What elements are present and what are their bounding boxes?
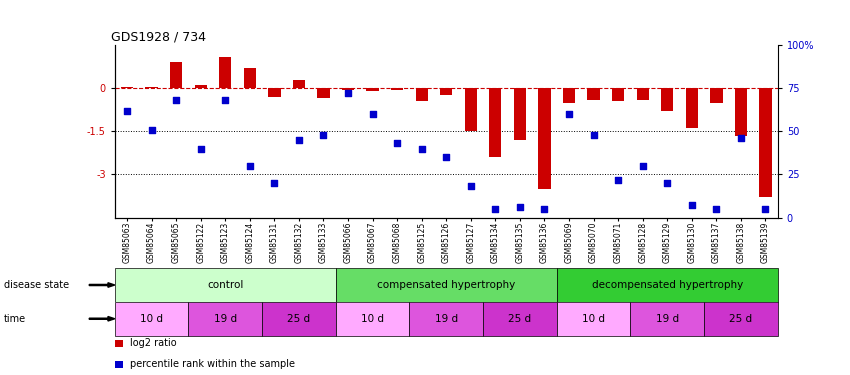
Point: [439, 154, 453, 160]
Point: [317, 132, 331, 138]
Bar: [538, 88, 551, 189]
Point: [194, 146, 207, 152]
Bar: [759, 88, 772, 197]
Text: 19 d: 19 d: [213, 314, 237, 324]
Bar: [686, 88, 698, 128]
Bar: [262, 302, 336, 336]
Bar: [513, 88, 526, 140]
Bar: [391, 88, 403, 90]
Text: 19 d: 19 d: [434, 314, 458, 324]
Bar: [704, 302, 778, 336]
Text: log2 ratio: log2 ratio: [130, 339, 177, 348]
Text: percentile rank within the sample: percentile rank within the sample: [130, 359, 295, 369]
Point: [341, 90, 354, 96]
Point: [144, 126, 158, 132]
Bar: [317, 88, 330, 98]
Point: [243, 163, 257, 169]
Bar: [244, 68, 256, 88]
Point: [538, 206, 552, 212]
Text: 25 d: 25 d: [287, 314, 310, 324]
Bar: [336, 302, 410, 336]
Point: [710, 206, 723, 212]
Point: [268, 180, 281, 186]
Bar: [115, 268, 336, 302]
Bar: [440, 88, 452, 95]
Point: [759, 206, 773, 212]
Point: [685, 202, 699, 208]
Point: [390, 140, 404, 146]
Bar: [189, 302, 262, 336]
Bar: [637, 88, 649, 100]
Bar: [115, 302, 189, 336]
Point: [120, 108, 133, 114]
Bar: [342, 88, 354, 90]
Bar: [711, 88, 722, 102]
Point: [292, 137, 306, 143]
Point: [366, 111, 379, 117]
Bar: [170, 62, 182, 88]
Bar: [661, 88, 673, 111]
Bar: [490, 88, 502, 157]
Text: compensated hypertrophy: compensated hypertrophy: [377, 280, 515, 290]
Bar: [410, 302, 483, 336]
Bar: [734, 88, 747, 136]
Point: [415, 146, 428, 152]
Bar: [631, 302, 704, 336]
Point: [169, 97, 183, 103]
Bar: [465, 88, 477, 131]
Bar: [121, 87, 133, 88]
Bar: [557, 268, 778, 302]
Text: 10 d: 10 d: [361, 314, 384, 324]
Bar: [563, 88, 575, 102]
Point: [464, 183, 478, 189]
Bar: [612, 88, 624, 101]
Bar: [416, 88, 428, 101]
Point: [734, 135, 748, 141]
Text: 25 d: 25 d: [729, 314, 752, 324]
Text: time: time: [4, 314, 26, 324]
Point: [513, 204, 527, 210]
Text: 10 d: 10 d: [140, 314, 163, 324]
Point: [660, 180, 674, 186]
Text: 25 d: 25 d: [508, 314, 531, 324]
Bar: [366, 88, 379, 91]
Bar: [336, 268, 557, 302]
Bar: [195, 85, 207, 88]
Bar: [219, 57, 231, 88]
Point: [611, 177, 625, 183]
Bar: [483, 302, 557, 336]
Bar: [587, 88, 600, 100]
Point: [562, 111, 575, 117]
Text: 10 d: 10 d: [582, 314, 605, 324]
Bar: [269, 88, 281, 97]
Text: disease state: disease state: [4, 280, 70, 290]
Text: 19 d: 19 d: [655, 314, 679, 324]
Point: [218, 97, 232, 103]
Point: [636, 163, 649, 169]
Point: [586, 132, 600, 138]
Text: GDS1928 / 734: GDS1928 / 734: [111, 31, 207, 44]
Text: control: control: [207, 280, 243, 290]
Bar: [145, 87, 158, 88]
Text: decompensated hypertrophy: decompensated hypertrophy: [592, 280, 743, 290]
Point: [489, 206, 502, 212]
Bar: [557, 302, 631, 336]
Bar: [292, 80, 305, 88]
